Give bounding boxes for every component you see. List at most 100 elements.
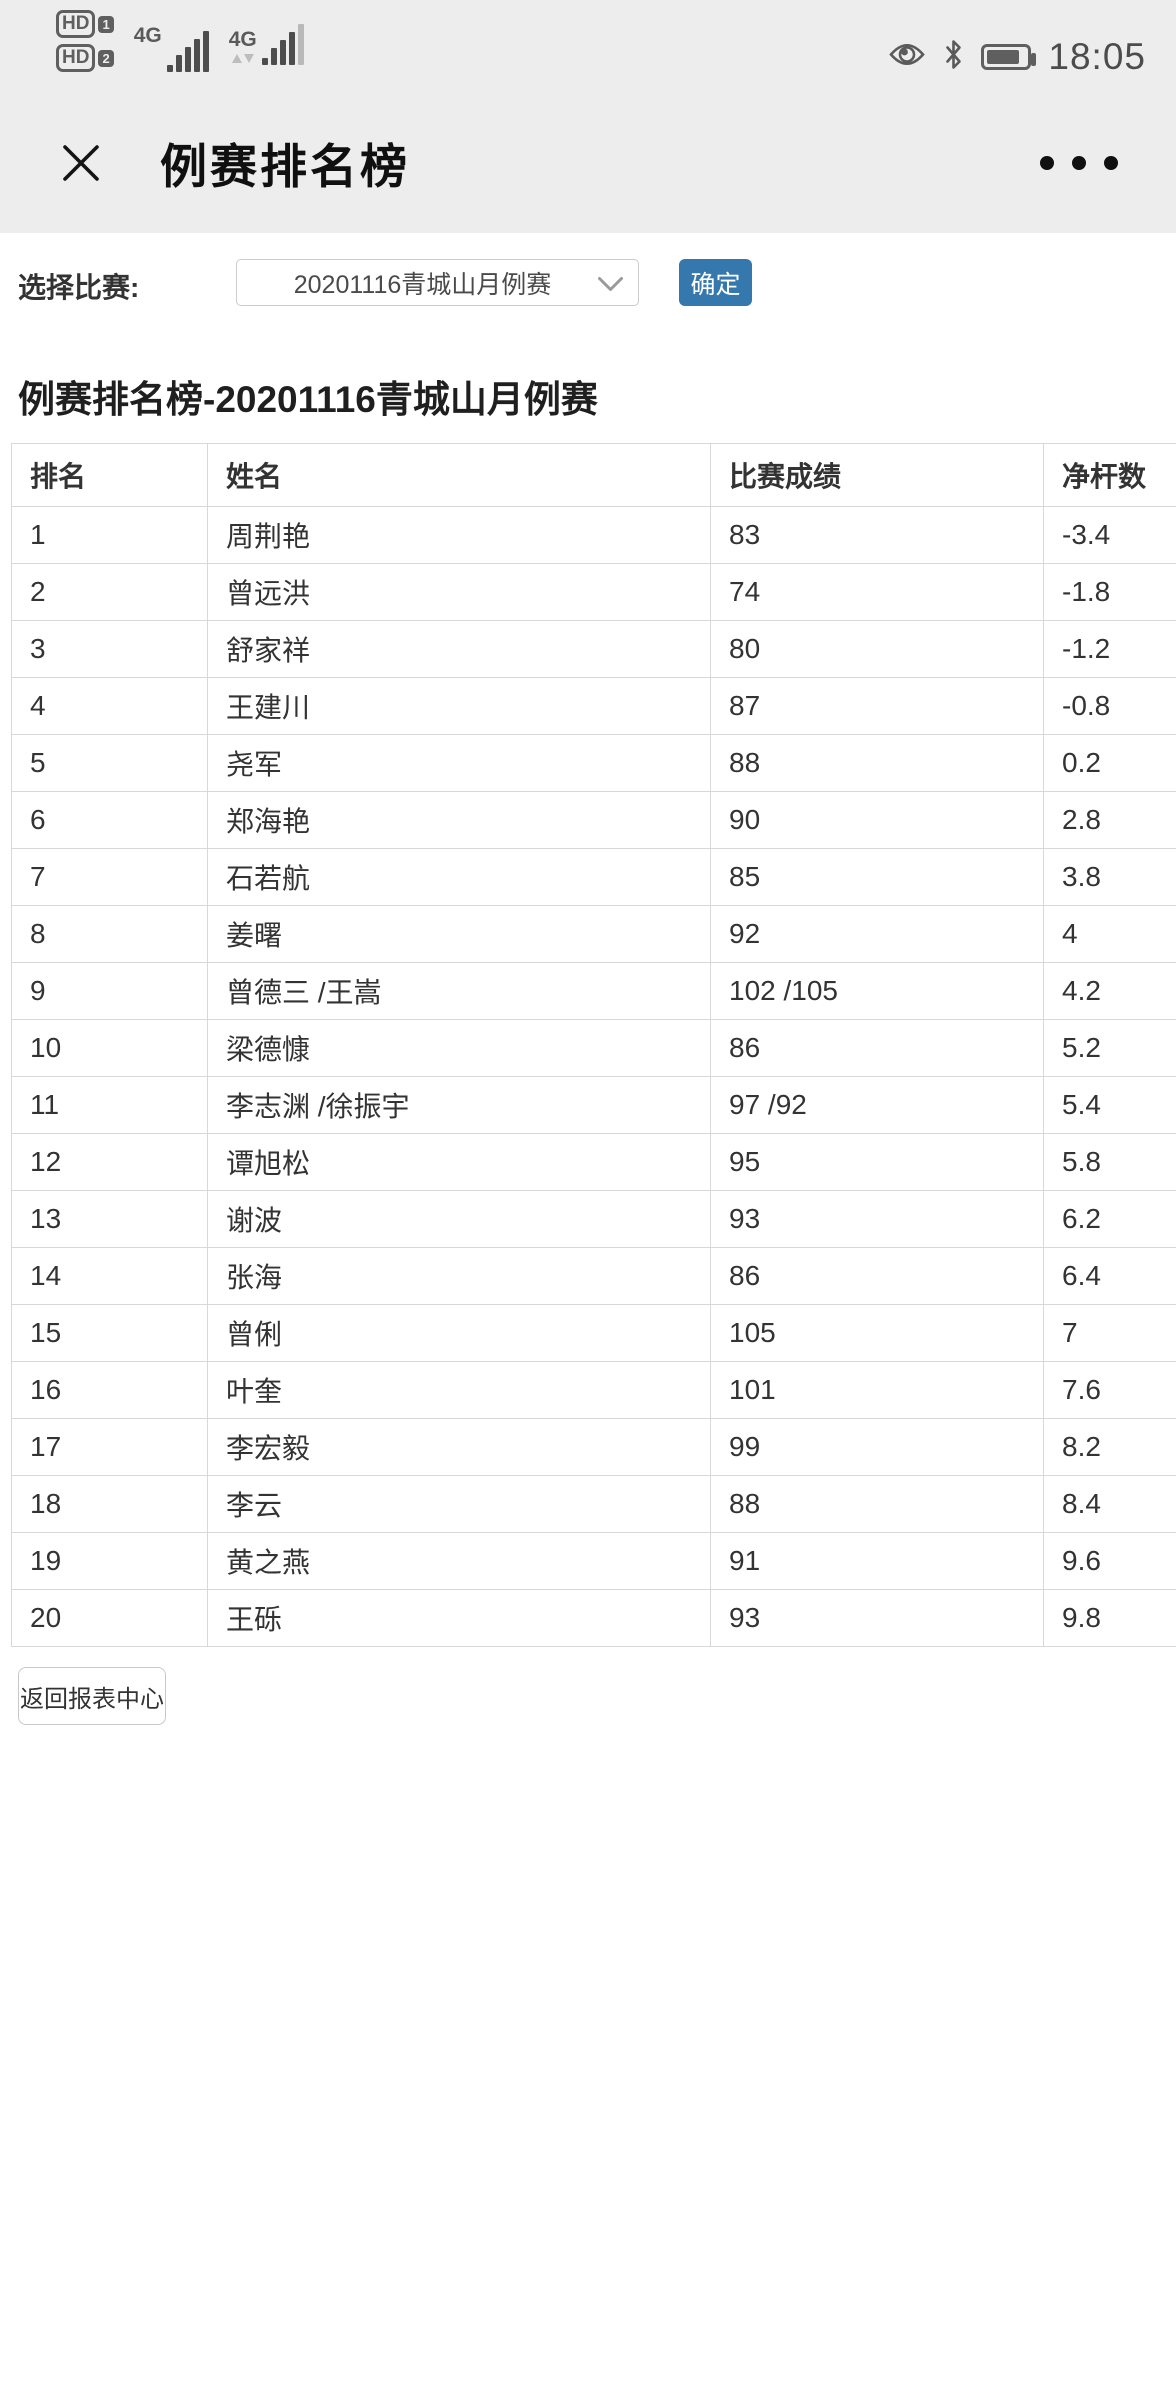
table-row: 19 黄之燕 91 9.6: [11, 1532, 1176, 1590]
cell-score: 101: [710, 1361, 1044, 1419]
cell-score: 95: [710, 1133, 1044, 1191]
sim2-hd-badge: HD 2: [56, 44, 114, 72]
match-select-label: 选择比赛:: [18, 272, 140, 303]
more-menu-icon[interactable]: [1040, 146, 1118, 180]
cell-name: 石若航: [207, 848, 711, 906]
cell-score: 83: [710, 506, 1044, 564]
cell-rank: 1: [11, 506, 208, 564]
cell-net: 2.8: [1043, 791, 1176, 849]
cell-net: 7: [1043, 1304, 1176, 1362]
cell-net: 5.4: [1043, 1076, 1176, 1134]
table-row: 7 石若航 85 3.8: [11, 848, 1176, 906]
match-select-dropdown[interactable]: 20201116青城山月例赛: [236, 259, 639, 306]
table-row: 15 曾俐 105 7: [11, 1304, 1176, 1362]
cell-net: 9.8: [1043, 1589, 1176, 1647]
cell-score: 80: [710, 620, 1044, 678]
column-header-score: 比赛成绩: [710, 443, 1044, 507]
chevron-down-icon: [597, 276, 624, 298]
cell-score: 91: [710, 1532, 1044, 1590]
cell-score: 87: [710, 677, 1044, 735]
page-header-title: 例赛排名榜: [160, 140, 410, 193]
cell-name: 梁德慷: [207, 1019, 711, 1077]
table-row: 3 舒家祥 80 -1.2: [11, 620, 1176, 678]
confirm-button[interactable]: 确定: [679, 259, 752, 306]
cell-name: 曾德三 /王嵩: [207, 962, 711, 1020]
cell-name: 曾俐: [207, 1304, 711, 1362]
cell-rank: 12: [11, 1133, 208, 1191]
cell-net: 5.8: [1043, 1133, 1176, 1191]
network-type-label: 4G: [229, 28, 257, 63]
status-bar-right: 18:05: [888, 22, 1146, 92]
cell-rank: 8: [11, 905, 208, 963]
table-row: 18 李云 88 8.4: [11, 1475, 1176, 1533]
eye-icon: [888, 41, 926, 73]
cell-name: 李宏毅: [207, 1418, 711, 1476]
cell-rank: 14: [11, 1247, 208, 1305]
cell-net: 7.6: [1043, 1361, 1176, 1419]
cell-name: 张海: [207, 1247, 711, 1305]
match-select-value: 20201116青城山月例赛: [293, 270, 552, 299]
table-row: 8 姜曙 92 4: [11, 905, 1176, 963]
cell-rank: 9: [11, 962, 208, 1020]
cell-name: 尧军: [207, 734, 711, 792]
cell-net: -0.8: [1043, 677, 1176, 735]
cell-score: 86: [710, 1247, 1044, 1305]
cell-rank: 19: [11, 1532, 208, 1590]
network-type-label: 4G: [133, 24, 162, 47]
close-icon[interactable]: [58, 140, 104, 186]
sim1-index-badge: 1: [98, 15, 114, 33]
nav-bar: 例赛排名榜: [0, 92, 1176, 233]
match-filter-row: 选择比赛: 20201116青城山月例赛 确定: [0, 233, 1176, 347]
table-row: 9 曾德三 /王嵩 102 /105 4.2: [11, 962, 1176, 1020]
cell-net: 0.2: [1043, 734, 1176, 792]
cell-score: 93: [710, 1589, 1044, 1647]
table-row: 4 王建川 87 -0.8: [11, 677, 1176, 735]
table-row: 14 张海 86 6.4: [11, 1247, 1176, 1305]
table-row: 2 曾远洪 74 -1.8: [11, 563, 1176, 621]
cell-net: 8.4: [1043, 1475, 1176, 1533]
signal-bars: [166, 31, 209, 72]
content: 选择比赛: 20201116青城山月例赛 确定 例赛排名榜-20201116青城…: [0, 233, 1176, 1725]
cell-net: -1.8: [1043, 563, 1176, 621]
sim1-hd-badge: HD 1: [56, 10, 114, 38]
cell-score: 105: [710, 1304, 1044, 1362]
table-row: 5 尧军 88 0.2: [11, 734, 1176, 792]
bluetooth-icon: [943, 39, 964, 75]
signal-bars-icon-sim2: 4G: [229, 24, 304, 65]
cell-score: 90: [710, 791, 1044, 849]
table-row: 6 郑海艳 90 2.8: [11, 791, 1176, 849]
battery-icon: [981, 44, 1037, 70]
cell-name: 黄之燕: [207, 1532, 711, 1590]
table-header-row: 排名 姓名 比赛成绩 净杆数: [11, 443, 1176, 507]
hd-badges: HD 1 HD 2: [56, 10, 114, 72]
cell-name: 曾远洪: [207, 563, 711, 621]
cell-net: 8.2: [1043, 1418, 1176, 1476]
table-row: 10 梁德慷 86 5.2: [11, 1019, 1176, 1077]
cell-name: 李志渊 /徐振宇: [207, 1076, 711, 1134]
cell-name: 谭旭松: [207, 1133, 711, 1191]
cell-name: 姜曙: [207, 905, 711, 963]
table-row: 20 王砾 93 9.8: [11, 1589, 1176, 1647]
cell-name: 郑海艳: [207, 791, 711, 849]
cell-score: 88: [710, 734, 1044, 792]
cell-rank: 16: [11, 1361, 208, 1419]
back-to-report-center-button[interactable]: 返回报表中心: [18, 1667, 166, 1725]
signal-bars: [261, 24, 304, 65]
cell-score: 97 /92: [710, 1076, 1044, 1134]
cell-rank: 13: [11, 1190, 208, 1248]
cell-net: 9.6: [1043, 1532, 1176, 1590]
table-row: 17 李宏毅 99 8.2: [11, 1418, 1176, 1476]
column-header-rank: 排名: [11, 443, 208, 507]
cell-net: 6.2: [1043, 1190, 1176, 1248]
ranking-table: 排名 姓名 比赛成绩 净杆数 1 周荆艳 83 -3.4 2 曾远洪 74 -1.8 3 舒家祥 80 -1…: [11, 443, 1176, 1647]
cell-score: 74: [710, 563, 1044, 621]
sim2-index-badge: 2: [98, 49, 114, 67]
ranking-table-wrap: 排名 姓名 比赛成绩 净杆数 1 周荆艳 83 -3.4 2 曾远洪 74 -1.8 3 舒家祥 80 -1…: [11, 443, 1176, 1647]
cell-rank: 4: [11, 677, 208, 735]
hd-icon: HD: [56, 44, 96, 72]
cell-rank: 10: [11, 1019, 208, 1077]
cell-rank: 17: [11, 1418, 208, 1476]
cell-name: 舒家祥: [207, 620, 711, 678]
cell-score: 88: [710, 1475, 1044, 1533]
